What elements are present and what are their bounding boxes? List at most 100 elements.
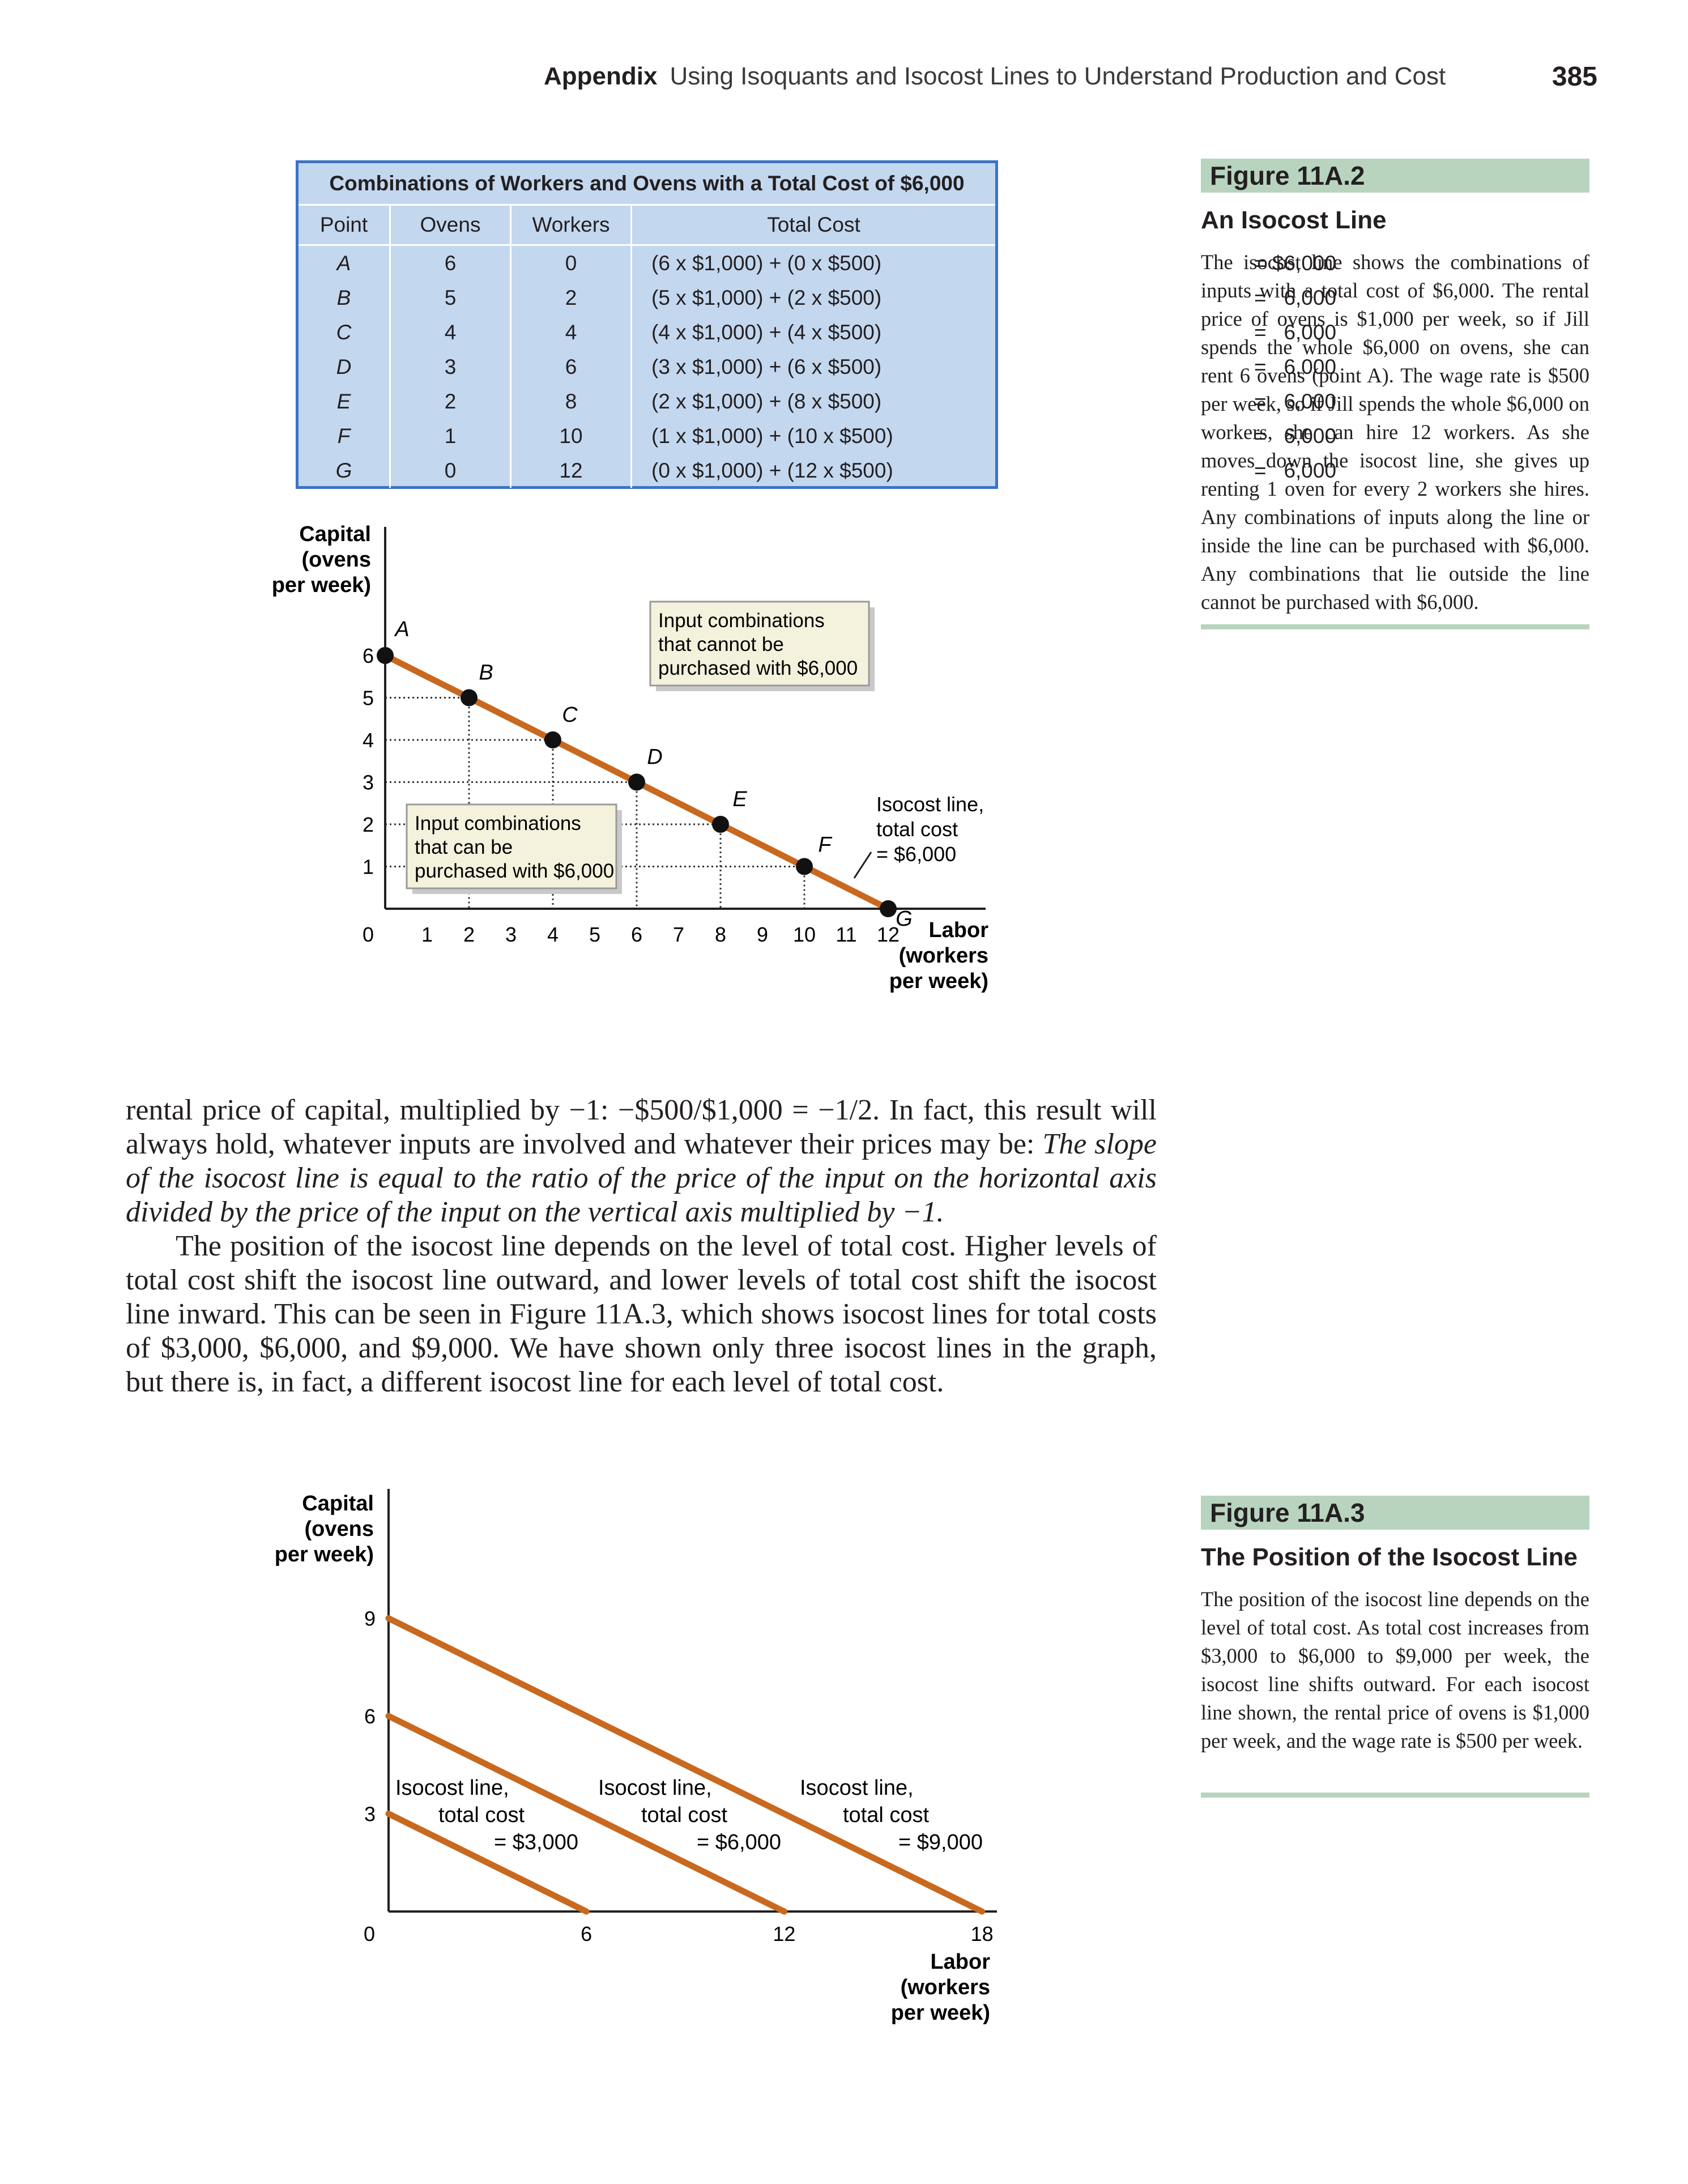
y-tick-label: 2 (363, 813, 374, 836)
annotation-text: Input combinations (415, 812, 581, 835)
annotation-text: Input combinations (658, 610, 825, 632)
leader-line (853, 852, 872, 879)
total-cost-cell: (6 x $1,000) + (0 x $500) = $6,000 (632, 245, 1336, 281)
y-tick-label: 6 (364, 1705, 376, 1728)
x-tick-label: 7 (673, 923, 684, 946)
isocost-label: Isocost line, (800, 1776, 914, 1800)
data-point (544, 731, 561, 748)
running-header: Appendix Using Isoquants and Isocost Line… (544, 62, 1597, 92)
figure-label: Figure 11A.2 (1201, 159, 1589, 193)
figure-title: An Isocost Line (1201, 206, 1387, 234)
body-text: rental price of capital, multiplied by −… (126, 1093, 1157, 1399)
data-point (377, 647, 394, 664)
sidebar-divider (1201, 624, 1589, 629)
figure-title: The Position of the Isocost Line (1201, 1543, 1578, 1571)
annotation-text: purchased with $6,000 (658, 657, 858, 679)
isocost-label: total cost (641, 1803, 728, 1827)
page-number: 385 (1551, 62, 1597, 92)
x-tick-label: 6 (581, 1922, 592, 1945)
y-tick-label: 9 (364, 1607, 376, 1630)
total-cost-cell: (2 x $1,000) + (8 x $500) = 6,000 (632, 384, 1336, 419)
x-tick-label: 9 (757, 923, 768, 946)
column-header: Ovens (390, 205, 511, 246)
workers-cell: 12 (510, 453, 632, 488)
table-row: C 4 4 (4 x $1,000) + (4 x $500) = 6,000 (299, 315, 1336, 350)
y-axis-label: per week) (275, 1543, 374, 1566)
cost-result: = 6,000 (1254, 458, 1337, 482)
x-tick-label: 11 (836, 923, 856, 946)
sidebar-divider (1201, 1793, 1589, 1798)
paragraph: The position of the isocost line depends… (126, 1230, 1157, 1398)
isocost-label: = $9,000 (898, 1830, 983, 1854)
x-tick-label: 6 (631, 923, 642, 946)
ovens-cell: 4 (390, 315, 511, 350)
y-tick-label: 1 (363, 855, 374, 879)
inside-region-box (406, 803, 617, 889)
workers-cell: 8 (510, 384, 632, 419)
data-point (461, 689, 478, 706)
isocost-line (385, 1713, 787, 1915)
isocost-label: = $6,000 (697, 1830, 781, 1854)
table-row: G 0 12 (0 x $1,000) + (12 x $500) = 6,000 (299, 453, 1336, 488)
cost-result: = $6,000 (1254, 251, 1337, 275)
x-axis-label: Labor (928, 918, 988, 942)
x-tick-label: 4 (547, 923, 559, 946)
point-cell: D (299, 350, 391, 384)
y-tick-label: 3 (364, 1803, 376, 1826)
isocost-label: total cost (876, 818, 958, 841)
cost-formula: (3 x $1,000) + (6 x $500) (651, 355, 882, 378)
cost-formula: (6 x $1,000) + (0 x $500) (651, 251, 882, 275)
x-tick-label: 0 (364, 1922, 375, 1945)
cost-formula: (2 x $1,000) + (8 x $500) (651, 389, 882, 413)
y-axis-label: (ovens (302, 548, 371, 572)
annotation-text: that can be (415, 836, 513, 858)
header-label: Appendix (544, 62, 658, 90)
annotation-text: that cannot be (658, 633, 784, 655)
x-axis-label: per week) (889, 969, 988, 993)
cost-result: = 6,000 (1254, 355, 1337, 378)
x-tick-label: 12 (877, 923, 900, 946)
data-point (628, 773, 645, 791)
x-tick-label: 10 (793, 923, 816, 946)
figure-caption: The isocost line shows the combinations … (1201, 250, 1589, 614)
data-point (796, 858, 813, 875)
point-label: G (896, 907, 913, 931)
point-cell: C (299, 315, 391, 350)
point-label: C (562, 703, 578, 727)
workers-cell: 4 (510, 315, 632, 350)
isocost-line (385, 1615, 986, 1915)
isocost-label: = $6,000 (876, 842, 956, 866)
y-axis-label: Capital (299, 522, 371, 546)
column-header: Workers (510, 205, 632, 246)
cost-formula: (5 x $1,000) + (2 x $500) (651, 286, 882, 309)
point-cell: E (299, 384, 391, 419)
cost-formula: (1 x $1,000) + (10 x $500) (651, 424, 893, 448)
x-tick-label: 0 (363, 923, 374, 946)
total-cost-cell: (5 x $1,000) + (2 x $500) = 6,000 (632, 280, 1336, 315)
column-header: Total Cost (631, 205, 995, 246)
paragraph-text: rental price of capital, multiplied by −… (126, 1094, 1157, 1160)
paragraph: rental price of capital, multiplied by −… (126, 1093, 1157, 1229)
table-row: E 2 8 (2 x $1,000) + (8 x $500) = 6,000 (299, 384, 1336, 419)
table-header-row: Point Ovens Workers Total Cost (299, 205, 995, 246)
isocost-label: Isocost line, (395, 1776, 509, 1800)
ovens-cell: 5 (390, 280, 511, 315)
total-cost-cell: (0 x $1,000) + (12 x $500) = 6,000 (632, 453, 1336, 488)
x-tick-label: 2 (463, 923, 475, 946)
point-label: E (732, 787, 747, 811)
workers-cell: 10 (510, 419, 632, 453)
table-row: F 1 10 (1 x $1,000) + (10 x $500) = 6,000 (299, 419, 1336, 453)
ovens-cell: 1 (390, 419, 511, 453)
y-tick-label: 6 (363, 644, 374, 667)
x-axis-label: (workers (901, 1976, 990, 1999)
x-tick-label: 3 (505, 923, 517, 946)
ovens-cell: 6 (390, 245, 511, 280)
cost-formula: (4 x $1,000) + (4 x $500) (651, 320, 882, 344)
workers-cell: 0 (510, 245, 632, 280)
table-row: A 6 0 (6 x $1,000) + (0 x $500) = $6,000 (299, 245, 1336, 281)
point-label: D (647, 746, 662, 769)
cost-combinations-table: Combinations of Workers and Ovens with a… (296, 160, 1336, 489)
y-axis-label: (ovens (305, 1517, 374, 1541)
total-cost-cell: (3 x $1,000) + (6 x $500) = 6,000 (632, 350, 1336, 384)
